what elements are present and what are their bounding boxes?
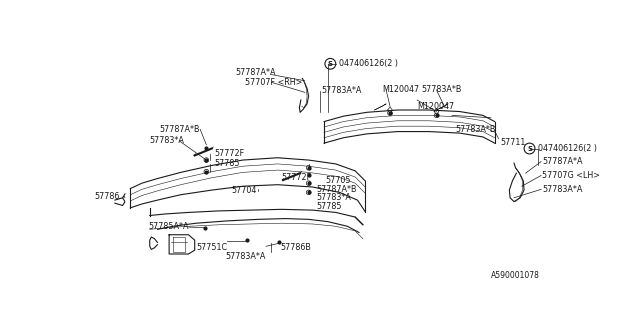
- Text: 57787A*B: 57787A*B: [316, 185, 357, 194]
- Text: 57787A*B: 57787A*B: [160, 125, 200, 134]
- Text: A590001078: A590001078: [491, 271, 540, 280]
- Text: 57751C: 57751C: [196, 243, 227, 252]
- Text: M120047: M120047: [382, 85, 419, 94]
- Text: 57704: 57704: [231, 186, 257, 195]
- Text: M120047: M120047: [417, 102, 454, 111]
- Text: 57785: 57785: [316, 202, 342, 211]
- Text: 57772F: 57772F: [282, 172, 312, 181]
- Text: 57707G <LH>: 57707G <LH>: [542, 171, 600, 180]
- Text: 57787A*A: 57787A*A: [542, 157, 582, 166]
- Text: 57783A*A: 57783A*A: [226, 252, 266, 261]
- Text: 57783A*B: 57783A*B: [421, 85, 461, 94]
- Text: 57783A*B: 57783A*B: [456, 125, 496, 134]
- Text: 57707F <RH>: 57707F <RH>: [245, 78, 303, 87]
- Text: 57787A*A: 57787A*A: [235, 68, 275, 77]
- Text: 57772F: 57772F: [215, 149, 245, 158]
- Text: 57783*A: 57783*A: [316, 193, 351, 202]
- Text: 57783A*A: 57783A*A: [322, 86, 362, 95]
- Text: 57785: 57785: [215, 159, 241, 168]
- Text: 57786B: 57786B: [280, 243, 311, 252]
- Text: 57783A*A: 57783A*A: [542, 185, 582, 194]
- Text: S: S: [328, 61, 333, 67]
- Text: 57711: 57711: [500, 138, 525, 147]
- Text: 57785A*A: 57785A*A: [148, 222, 189, 231]
- Text: S: S: [527, 146, 532, 151]
- Text: 57783*A: 57783*A: [150, 136, 184, 145]
- Text: 57786: 57786: [94, 192, 119, 201]
- Text: 57705: 57705: [325, 176, 351, 185]
- Text: 047406126(2 ): 047406126(2 ): [339, 59, 398, 68]
- Text: 047406126(2 ): 047406126(2 ): [538, 144, 597, 153]
